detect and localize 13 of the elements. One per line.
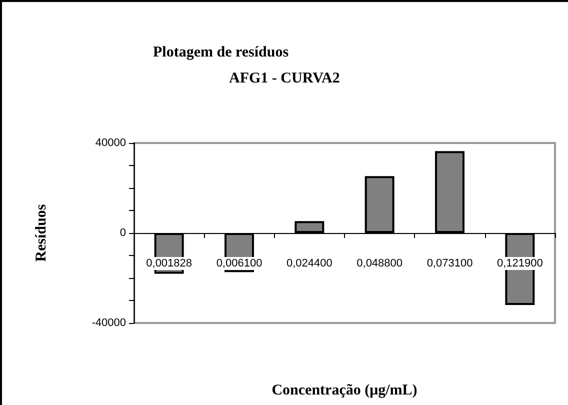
y-axis-title: Resíduos <box>34 204 50 262</box>
y-tick-label: 40000 <box>95 137 126 149</box>
y-tick-label: 0 <box>120 227 126 239</box>
x-tick-label: 0,006100 <box>216 258 262 270</box>
x-tick-label: 0,001828 <box>146 258 192 270</box>
x-tick-label: 0,024400 <box>286 258 332 270</box>
chart-subtitle: AFG1 - CURVA2 <box>229 70 340 86</box>
chart-title: Plotagem de resíduos <box>153 44 289 60</box>
y-tick-label: -40000 <box>92 317 126 329</box>
x-tick-label: 0,121900 <box>496 258 543 270</box>
x-axis-title: Concentração (μg/mL) <box>272 382 418 398</box>
x-tick-label: 0,048800 <box>356 258 403 270</box>
x-tick-label: 0,073100 <box>426 258 473 270</box>
